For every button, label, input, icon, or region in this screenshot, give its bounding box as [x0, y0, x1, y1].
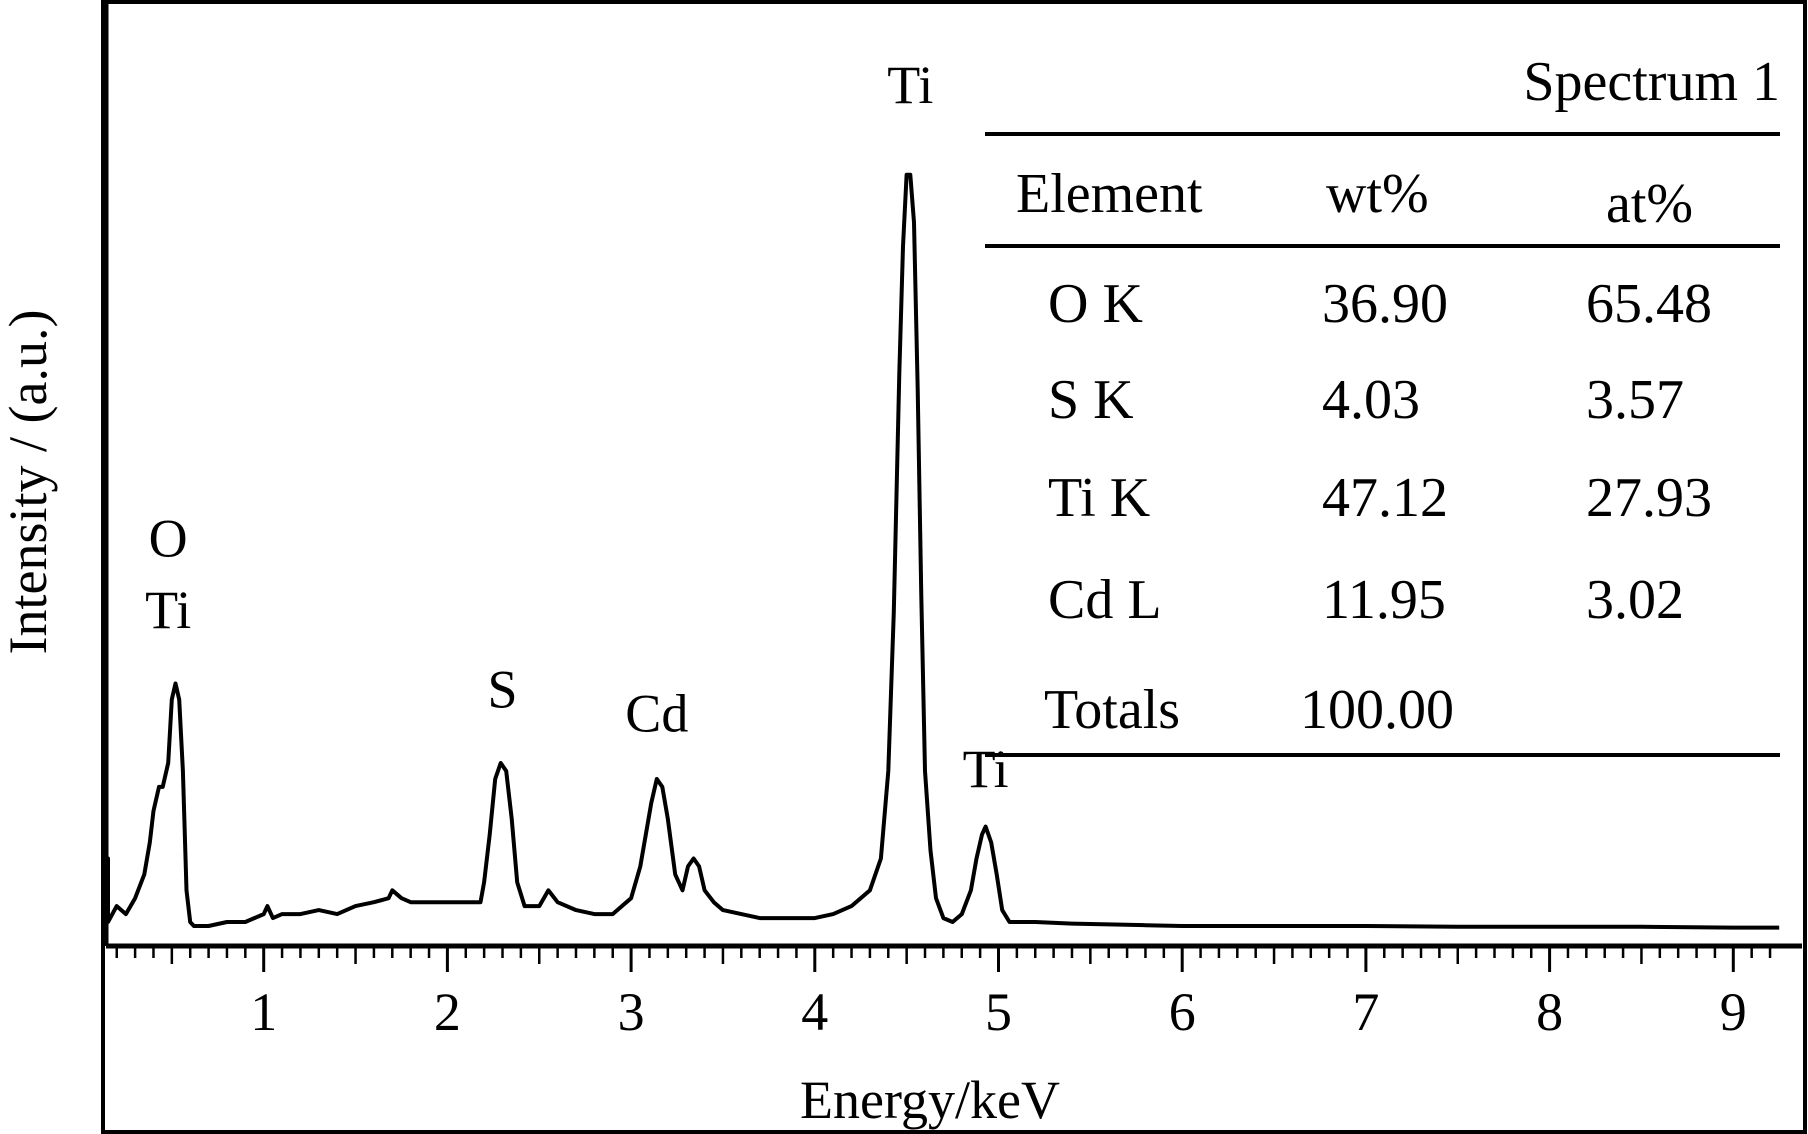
- table-cell-element: S K: [1048, 369, 1134, 431]
- table-cell-wt: 47.12: [1322, 467, 1448, 529]
- peak-label-o: O: [149, 508, 188, 568]
- peak-label-ti: Ti: [887, 55, 933, 115]
- table-cell-element: Ti K: [1048, 467, 1150, 529]
- x-tick-label: 9: [1720, 982, 1747, 1042]
- table-header-at: at%: [1606, 173, 1693, 235]
- x-tick-label: 7: [1352, 982, 1379, 1042]
- table-cell-wt: 11.95: [1322, 569, 1446, 631]
- table-cell-at: 27.93: [1586, 467, 1712, 529]
- x-axis-tick-labels: 1 2 3 4 5 6 7 8 9: [250, 982, 1747, 1042]
- x-axis-ticks: [115, 948, 1772, 972]
- chart-frame: [101, 0, 1807, 1134]
- peak-label-s: S: [487, 659, 517, 719]
- table-header-element: Element: [1016, 163, 1203, 225]
- table-cell-at: 65.48: [1586, 273, 1712, 335]
- y-axis-title: Intensity / (a.u.): [0, 310, 58, 655]
- table-cell-element: Totals: [1044, 679, 1180, 741]
- table-cell-at: 3.57: [1586, 369, 1684, 431]
- table-title: Spectrum 1: [1523, 51, 1780, 113]
- table-cell-element: Cd L: [1048, 569, 1162, 631]
- x-axis-title: Energy/keV: [800, 1070, 1060, 1130]
- x-tick-label: 2: [434, 982, 461, 1042]
- table-rows: O K 36.90 65.48 S K 4.03 3.57 Ti K 47.12 27.93 Cd…: [1044, 273, 1712, 741]
- x-tick-label: 1: [250, 982, 277, 1042]
- x-tick-label: 3: [618, 982, 645, 1042]
- table-cell-element: O K: [1048, 273, 1143, 335]
- inset-results-table: Spectrum 1 Element wt% at% O K 36.90 65.48…: [985, 51, 1780, 757]
- x-tick-label: 5: [985, 982, 1012, 1042]
- peak-labels: O Ti S Cd Ti Ti: [145, 55, 1009, 799]
- table-cell-wt: 100.00: [1300, 679, 1454, 741]
- table-cell-wt: 4.03: [1322, 369, 1420, 431]
- table-cell-at: 3.02: [1586, 569, 1684, 631]
- spectrum-series-line: [106, 172, 1780, 930]
- table-cell-wt: 36.90: [1322, 273, 1448, 335]
- peak-label-ti: Ti: [963, 739, 1009, 799]
- table-header-wt: wt%: [1326, 163, 1429, 225]
- x-tick-label: 4: [801, 982, 828, 1042]
- x-tick-label: 6: [1169, 982, 1196, 1042]
- x-tick-label: 8: [1536, 982, 1563, 1042]
- peak-label-ti: Ti: [145, 580, 191, 640]
- peak-label-cd: Cd: [625, 683, 688, 743]
